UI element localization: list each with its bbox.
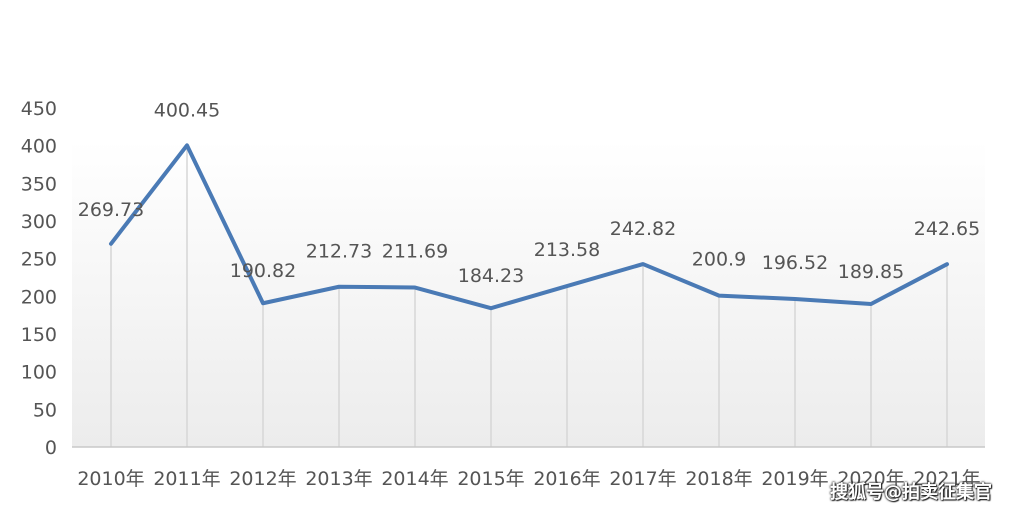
x-tick-label: 2020年 [837,468,904,490]
data-label: 200.9 [692,249,746,271]
x-tick-label: 2014年 [381,468,448,490]
y-tick-label: 100 [21,362,57,384]
watermark-text: 搜狐号@拍卖征集官 [830,482,992,503]
data-label: 184.23 [458,265,524,287]
data-label: 269.73 [78,199,144,221]
x-tick-label: 2013年 [305,468,372,490]
data-label: 400.45 [154,99,220,121]
y-tick-label: 300 [21,211,57,233]
y-tick-label: 450 [21,98,57,120]
data-label: 212.73 [306,241,372,263]
data-label: 242.82 [610,218,676,240]
x-tick-label: 2015年 [457,468,524,490]
x-tick-label: 2011年 [153,468,220,490]
y-axis-ticks: 0 50 100 150 200 250 300 350 400 450 [21,98,57,459]
y-tick-label: 0 [45,437,57,459]
data-labels: 269.73 400.45 190.82 212.73 211.69 184.23 213.… [78,99,980,287]
data-label: 189.85 [838,261,904,283]
data-label: 196.52 [762,252,828,274]
series-line [109,143,949,311]
x-tick-label: 2016年 [533,468,600,490]
y-tick-label: 150 [21,324,57,346]
x-tick-label: 2018年 [685,468,752,490]
x-axis-ticks: 2010年 2011年 2012年 2013年 2014年 2015年 2016年 2017年… [77,468,980,490]
y-tick-label: 250 [21,249,57,271]
y-tick-label: 50 [33,399,57,421]
y-tick-label: 200 [21,286,57,308]
y-tick-label: 350 [21,173,57,195]
drop-lines [110,145,948,447]
x-tick-label: 2012年 [229,468,296,490]
data-label: 213.58 [534,239,600,261]
x-tick-label: 2019年 [761,468,828,490]
data-label: 211.69 [382,241,448,263]
data-label: 190.82 [230,260,296,282]
x-tick-label: 2021年 [913,468,980,490]
plot-area [72,140,985,447]
x-tick-label: 2017年 [609,468,676,490]
x-tick-label: 2010年 [77,468,144,490]
data-label: 242.65 [914,218,980,240]
y-tick-label: 400 [21,136,57,158]
